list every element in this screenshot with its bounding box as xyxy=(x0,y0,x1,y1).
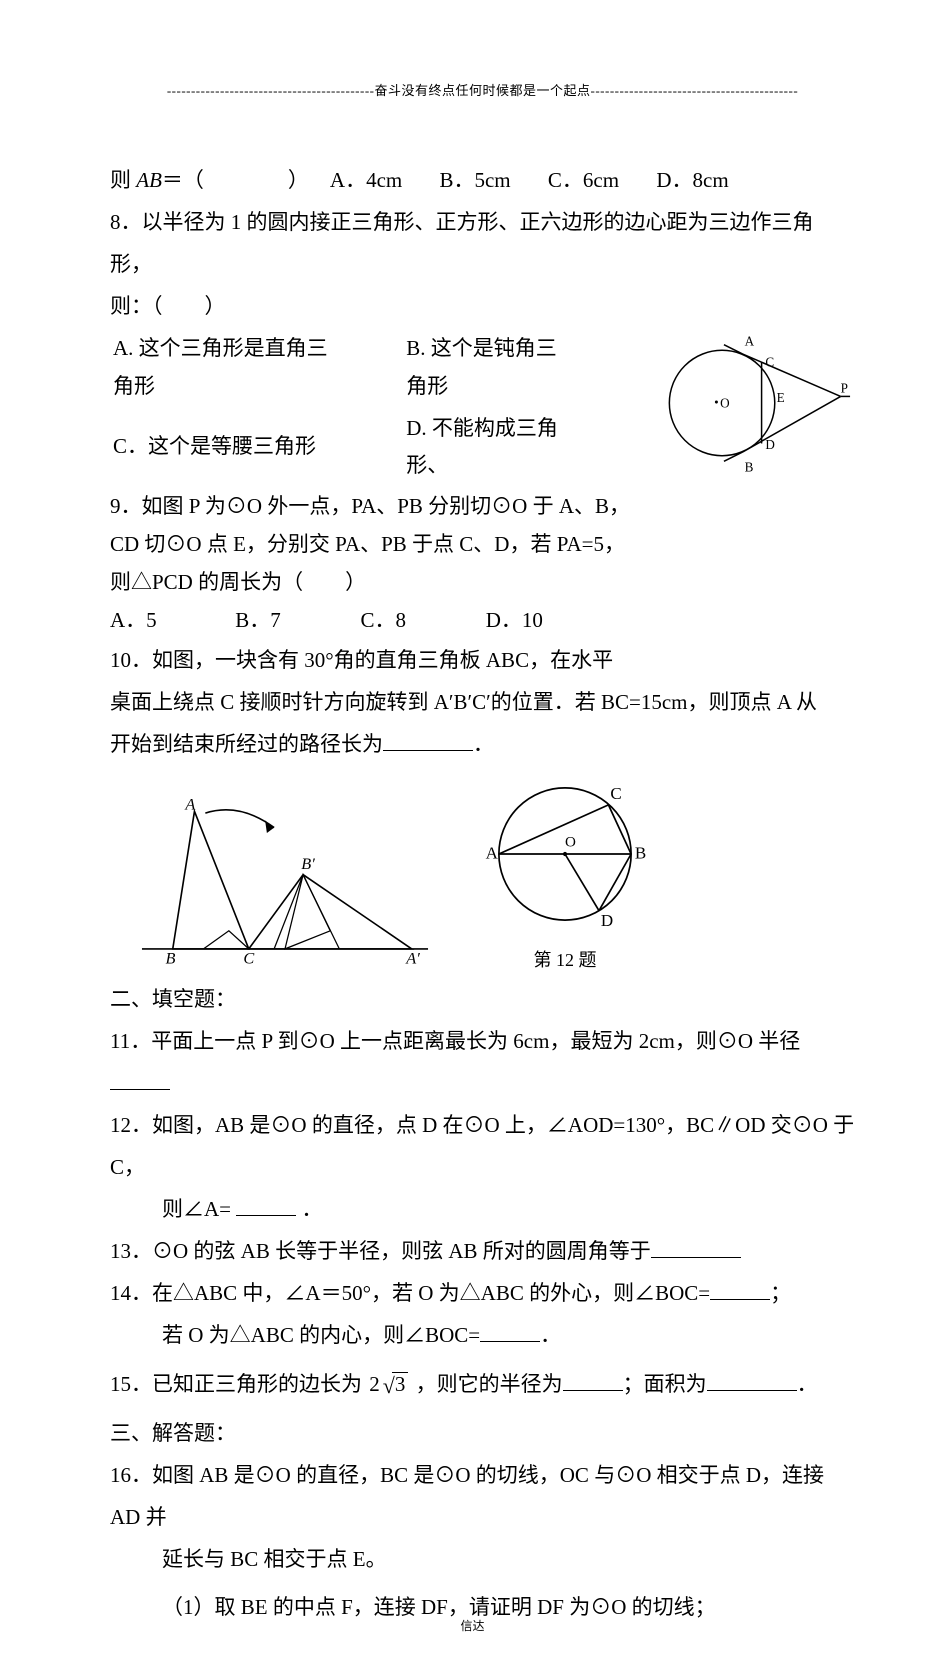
q8-optD: D. 不能构成三角形、 xyxy=(405,409,645,487)
q9-optB: B．7 xyxy=(235,602,355,640)
q9-optC: C．8 xyxy=(361,602,481,640)
q14-before: 14．在△ABC 中，∠A＝50°，若 O 为△ABC 的外心，则∠BOC= xyxy=(110,1281,710,1305)
q12-label-C: C xyxy=(610,785,621,804)
q10-label-B: B xyxy=(166,949,176,968)
q9-label-A: A xyxy=(745,334,755,349)
q10-line3: 开始到结束所经过的路径长为 ． xyxy=(110,723,855,765)
surd-icon: √ xyxy=(383,1373,395,1398)
q15-before: 15．已知正三角形的边长为 xyxy=(110,1372,362,1396)
q11-blank xyxy=(110,1066,170,1090)
q7-optA: A．4cm xyxy=(330,159,402,201)
q9-options: A．5 B．7 C．8 D．10 xyxy=(110,602,855,640)
q15-blank1 xyxy=(563,1367,623,1391)
q16-line2: 延长与 BC 相交于点 E。 xyxy=(110,1538,855,1580)
q10-label-A: A xyxy=(184,795,195,813)
q10-label-C: C xyxy=(243,949,255,968)
q10-figure: A B C B′ A′ xyxy=(140,795,430,972)
q11-before: 11．平面上一点 P 到⊙O 上一点距离最长为 6cm，最短为 2cm，则⊙O … xyxy=(110,1029,800,1053)
q7-stem-prefix: 则 xyxy=(110,168,131,192)
q7-line: 则 AB＝（ ） A．4cm B．5cm C．6cm D．8cm xyxy=(110,159,855,201)
q12-blank xyxy=(236,1192,296,1216)
q15-blank2 xyxy=(707,1367,797,1391)
q9-label-C: C xyxy=(765,354,774,369)
q8-optC: C．这个是等腰三角形 xyxy=(112,409,403,487)
q8-optB: B. 这个是钝角三角形 xyxy=(405,329,645,407)
q12-line1: 12．如图，AB 是⊙O 的直径，点 D 在⊙O 上，∠AOD=130°，BC∥… xyxy=(110,1104,855,1188)
q10-line2: 桌面上绕点 C 接顺时针方向旋转到 A′B′C′的位置．若 BC=15cm，则顶… xyxy=(110,681,855,723)
q10-line1: 10．如图，一块含有 30°角的直角三角板 ABC，在水平 xyxy=(110,639,855,681)
q9-label-O: O xyxy=(720,396,730,411)
q15: 15．已知正三角形的边长为 2√3 ，则它的半径为 ；面积为 ． xyxy=(110,1362,855,1406)
q10-line3-before: 开始到结束所经过的路径长为 xyxy=(110,732,383,756)
q16-line1: 16．如图 AB 是⊙O 的直径，BC 是⊙O 的切线，OC 与⊙O 相交于点 … xyxy=(110,1454,855,1538)
q12-line2-after: ． xyxy=(302,1197,323,1221)
q14-line2-after: ． xyxy=(540,1323,561,1347)
q12-label-B: B xyxy=(635,844,646,863)
header-dashes-left: ----------------------------------------… xyxy=(167,83,375,98)
q15-after2: ． xyxy=(797,1372,818,1396)
q9-label-D: D xyxy=(765,437,775,452)
q12-caption: 第 12 题 xyxy=(470,946,660,972)
q14-blank2 xyxy=(480,1318,540,1342)
q8-line2: 则：（ ） xyxy=(110,285,855,327)
q9-label-P: P xyxy=(841,381,848,396)
q13-before: 13．⊙O 的弦 AB 长等于半径，则弦 AB 所对的圆周角等于 xyxy=(110,1239,651,1263)
q7-var: AB xyxy=(136,168,162,192)
q12-label-D: D xyxy=(601,911,613,930)
header-motto: 奋斗没有终点任何时候都是一个起点 xyxy=(374,83,590,98)
q14-line1: 14．在△ABC 中，∠A＝50°，若 O 为△ABC 的外心，则∠BOC= ； xyxy=(110,1272,855,1314)
q14-line2: 若 O 为△ABC 的内心，则∠BOC= ． xyxy=(110,1314,855,1356)
q14-line2-before: 若 O 为△ABC 的内心，则∠BOC= xyxy=(162,1323,480,1347)
page: ----------------------------------------… xyxy=(0,0,945,1668)
q13-blank xyxy=(651,1234,741,1258)
page-footer: 信达 xyxy=(0,1617,945,1634)
q14-after: ； xyxy=(770,1281,791,1305)
q12-line2: 则∠A= ． xyxy=(110,1188,855,1230)
q7-stem-suffix: ＝（ ） xyxy=(162,168,309,192)
header-dashes-right: ----------------------------------------… xyxy=(591,83,799,98)
q8-optA: A. 这个三角形是直角三角形 xyxy=(112,329,403,407)
q9-line2: CD 切⊙O 点 E，分别交 PA、PB 于点 C、D，若 PA=5， xyxy=(110,526,855,564)
q9-line3: 则△PCD 的周长为（ ） xyxy=(110,564,855,602)
section-solve: 三、解答题： xyxy=(110,1412,855,1454)
q8-line1: 8．以半径为 1 的圆内接正三角形、正方形、正六边形的边心距为三边作三角形， xyxy=(110,201,855,285)
q15-after1: ；面积为 xyxy=(623,1372,707,1396)
q7-optC: C．6cm xyxy=(548,159,619,201)
q11: 11．平面上一点 P 到⊙O 上一点距离最长为 6cm，最短为 2cm，则⊙O … xyxy=(110,1020,855,1104)
q9-figure: O P A B C D E xyxy=(655,323,855,483)
q15-mid: ，则它的半径为 xyxy=(416,1372,563,1396)
q9-label-E: E xyxy=(777,390,785,405)
section-fill: 二、填空题： xyxy=(110,978,855,1020)
q10-line3-after: ． xyxy=(473,732,494,756)
q10-label-Bp: B′ xyxy=(301,855,315,874)
q12-label-A: A xyxy=(486,844,499,863)
q15-value: 2√3 xyxy=(367,1362,410,1406)
q8-options: A. 这个三角形是直角三角形 B. 这个是钝角三角形 C．这个是等腰三角形 D.… xyxy=(110,327,647,488)
q15-coef: 2 xyxy=(369,1372,380,1396)
q9-line1: 9．如图 P 为⊙O 外一点，PA、PB 分别切⊙O 于 A、B， xyxy=(110,488,855,526)
q9-optD: D．10 xyxy=(486,602,606,640)
q13: 13．⊙O 的弦 AB 长等于半径，则弦 AB 所对的圆周角等于 xyxy=(110,1230,855,1272)
q10-blank xyxy=(383,727,473,751)
q12-figure: A B C D O 第 12 题 xyxy=(470,769,660,972)
q12-line2-before: 则∠A= xyxy=(162,1197,231,1221)
q14-blank1 xyxy=(710,1276,770,1300)
q9-optA: A．5 xyxy=(110,602,230,640)
q7-optB: B．5cm xyxy=(439,159,510,201)
q10-label-Ap: A′ xyxy=(405,949,420,968)
q7-optD: D．8cm xyxy=(656,159,728,201)
q9-label-B: B xyxy=(745,460,754,475)
figure-row: A B C B′ A′ A B C D O xyxy=(140,769,855,972)
page-header: ----------------------------------------… xyxy=(110,80,855,99)
q12-label-O: O xyxy=(565,835,576,851)
